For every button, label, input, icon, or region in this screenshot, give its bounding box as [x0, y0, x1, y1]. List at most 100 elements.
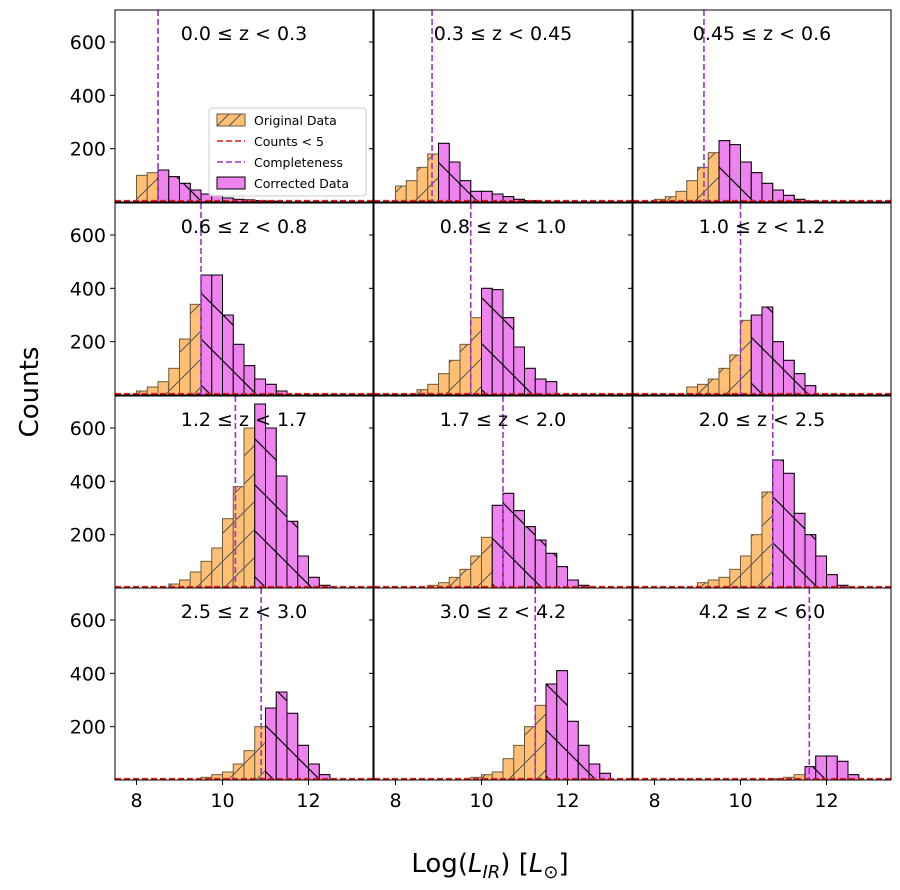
panel-title: 0.3 ≤ z < 0.45	[434, 23, 573, 45]
corrected-bar-hatch	[308, 577, 320, 588]
corrected-bar-hatch	[815, 556, 827, 588]
original-bar-hatch	[481, 774, 493, 780]
x-tick-label: 12	[296, 790, 320, 812]
panel-title: 1.0 ≤ z < 1.2	[699, 216, 825, 238]
corrected-bar-hatch	[319, 774, 330, 780]
original-bar-hatch	[697, 384, 709, 395]
corrected-bar-hatch	[546, 381, 557, 395]
original-bar-hatch	[244, 428, 255, 588]
original-bar-hatch	[513, 745, 525, 780]
legend-label-counts5: Counts < 5	[254, 134, 324, 149]
corrected-bar-hatch	[503, 493, 514, 588]
y-axis-label: Counts	[15, 347, 45, 438]
corrected-bar-hatch	[815, 756, 827, 780]
corrected-bar-hatch	[211, 195, 223, 202]
corrected-bar-hatch	[556, 566, 568, 588]
corrected-bar-hatch	[158, 170, 169, 202]
original-bar-hatch	[524, 726, 536, 780]
original-bar-hatch	[395, 186, 407, 202]
panel-title: 4.2 ≤ z < 6.0	[699, 601, 825, 623]
original-bar-hatch	[460, 569, 471, 588]
corrected-bar-hatch	[772, 190, 784, 202]
panel-title: 0.6 ≤ z < 0.8	[181, 216, 307, 238]
panel-plot-area	[115, 203, 373, 395]
x-tick-label: 10	[210, 790, 234, 812]
corrected-bar-hatch	[233, 344, 244, 395]
corrected-bar-hatch	[805, 534, 816, 588]
corrected-bar-hatch	[460, 180, 471, 202]
original-bar-hatch	[136, 391, 148, 395]
original-bar-hatch	[417, 389, 428, 395]
panel-plot-area	[633, 203, 891, 395]
original-bar-hatch	[492, 772, 503, 780]
corrected-bar-hatch	[254, 404, 266, 588]
corrected-bar-hatch	[740, 162, 752, 202]
panel-7: 1.7 ≤ z < 2.0	[369, 395, 633, 589]
original-bar-hatch	[503, 758, 514, 780]
corrected-bar-hatch	[826, 756, 838, 780]
original-bar-hatch	[233, 764, 244, 780]
x-axis-label: Log(LIR) [L⊙]	[411, 849, 568, 883]
legend-swatch-hatch	[216, 113, 242, 127]
x-tick-label: 8	[389, 790, 401, 812]
corrected-bar-hatch	[222, 315, 234, 395]
corrected-bar-hatch	[470, 191, 482, 202]
original-bar-hatch	[201, 561, 212, 588]
corrected-bar-hatch	[513, 510, 525, 588]
corrected-bar-hatch	[503, 317, 514, 395]
x-axis-label-unit: L	[529, 849, 544, 879]
corrected-bar-hatch	[524, 526, 536, 588]
corrected-bar-hatch	[805, 385, 816, 395]
original-bar-hatch	[740, 556, 752, 588]
corrected-bar-hatch	[211, 275, 223, 395]
original-bar-hatch	[449, 360, 460, 395]
legend-swatch-corrected	[216, 176, 246, 190]
panel-5: 1.0 ≤ z < 1.2	[628, 202, 892, 396]
original-bar-hatch	[190, 572, 201, 588]
corrected-bar-hatch	[762, 307, 773, 395]
corrected-bar-hatch	[513, 347, 525, 395]
panel-title: 0.8 ≤ z < 1.0	[440, 216, 566, 238]
corrected-bar-hatch	[287, 521, 298, 588]
corrected-bar-hatch	[524, 368, 536, 395]
legend: Original Data Counts < 5 Completeness Corre…	[208, 107, 367, 197]
corrected-bar-hatch	[492, 289, 503, 395]
original-bar-hatch	[719, 368, 730, 395]
panel-plot-area	[633, 588, 891, 780]
x-tick-label: 10	[469, 790, 493, 812]
corrected-bar-hatch	[297, 556, 309, 588]
corrected-bar-hatch	[848, 774, 859, 780]
corrected-bar-hatch	[567, 580, 579, 588]
panel-title: 2.0 ≤ z < 2.5	[699, 409, 825, 431]
corrected-bar-hatch	[546, 553, 557, 588]
y-tick-label: 400	[70, 85, 106, 107]
corrected-bar-hatch	[751, 172, 762, 202]
original-bar-hatch	[211, 548, 223, 588]
panel-title: 1.2 ≤ z < 1.7	[181, 409, 307, 431]
corrected-bar-hatch	[535, 540, 546, 588]
original-bar-hatch	[686, 387, 698, 395]
legend-frame	[208, 107, 367, 197]
original-bar-hatch	[222, 518, 234, 588]
corrected-bar-hatch	[201, 275, 212, 395]
corrected-bar-hatch	[265, 708, 277, 780]
panel-plot-area	[374, 588, 632, 780]
x-tick-label: 8	[648, 790, 660, 812]
original-bar-hatch	[676, 191, 687, 202]
y-tick-label: 400	[70, 471, 106, 493]
corrected-bar-hatch	[772, 460, 784, 588]
corrected-bar-hatch	[503, 196, 514, 202]
corrected-bar-hatch	[492, 194, 503, 202]
original-bar-hatch	[697, 582, 709, 588]
panel-frame	[632, 587, 892, 781]
y-tick-label: 400	[70, 663, 106, 685]
original-bar-hatch	[179, 580, 191, 588]
corrected-bar-hatch	[578, 745, 589, 780]
corrected-bar-hatch	[599, 773, 611, 780]
corrected-bar-hatch	[190, 190, 201, 202]
panel-plot-area	[633, 396, 891, 588]
x-axis-label-var: L	[468, 849, 483, 879]
original-bar-hatch	[427, 384, 439, 395]
original-bar-hatch	[794, 774, 805, 780]
y-tick-label: 600	[70, 32, 106, 54]
